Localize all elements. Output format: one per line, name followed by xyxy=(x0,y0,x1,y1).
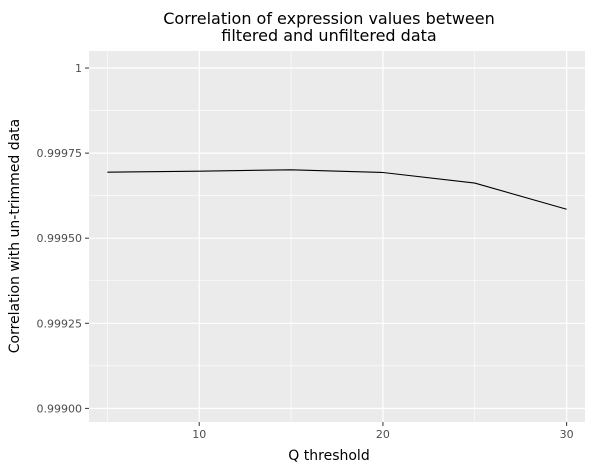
series-layer xyxy=(107,169,567,210)
axis-layer: 10 20 30 0.99900 0.99925 0.99950 0.99975 1 xyxy=(37,62,574,441)
y-tick-label: 0.99925 xyxy=(37,317,83,330)
y-tick-label: 0.99950 xyxy=(37,232,83,245)
y-tick-label: 0.99975 xyxy=(37,147,83,160)
y-tick-label: 1 xyxy=(75,62,82,75)
chart-title-line-2: filtered and unfiltered data xyxy=(221,26,436,45)
y-tick-label: 0.99900 xyxy=(37,402,83,415)
x-tick-label: 20 xyxy=(376,428,390,441)
grid-layer xyxy=(89,51,585,422)
x-axis-title: Q threshold xyxy=(288,448,369,464)
x-tick-label: 10 xyxy=(192,428,206,441)
chart-title-line-1: Correlation of expression values between xyxy=(163,9,495,28)
x-tick-label: 30 xyxy=(560,428,574,441)
plot-panel xyxy=(89,51,585,422)
series-line xyxy=(107,169,567,210)
y-axis-title: Correlation with un-trimmed data xyxy=(7,119,23,354)
